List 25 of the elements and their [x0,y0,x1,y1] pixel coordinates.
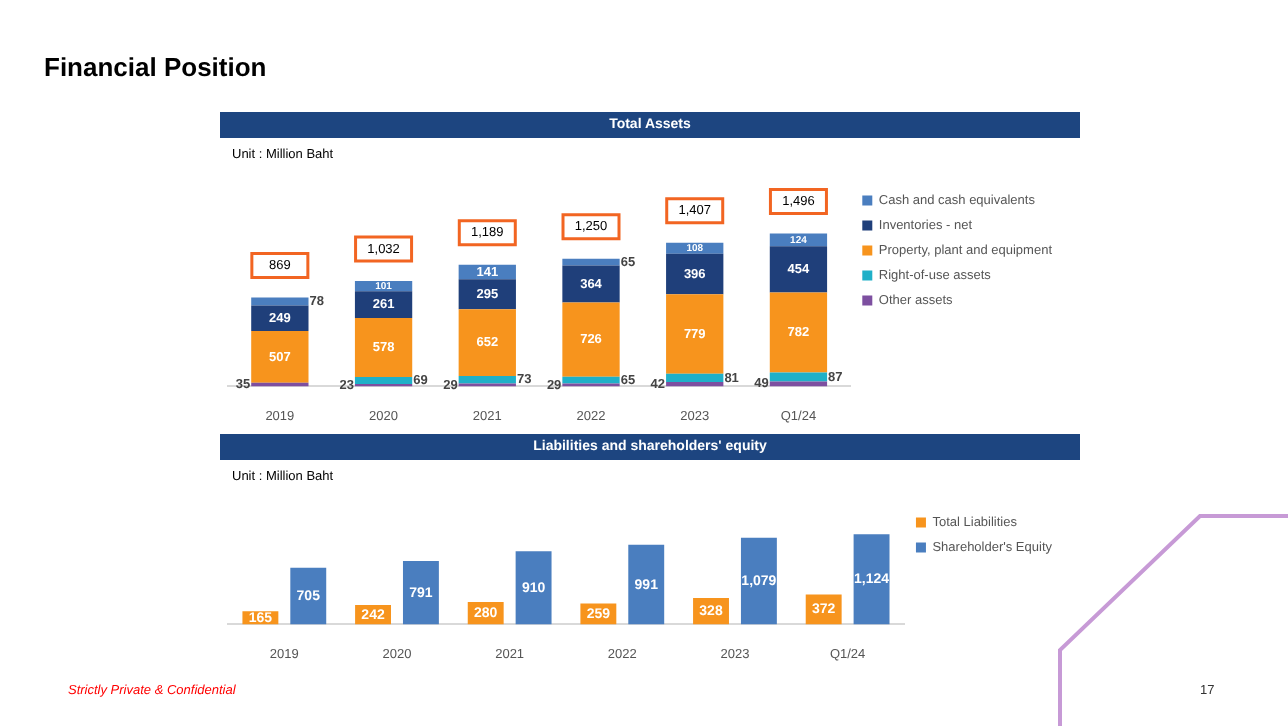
bar [562,302,620,377]
bar [354,317,413,377]
bar [562,376,620,384]
bar [354,291,413,318]
bar [251,331,309,383]
bar [562,265,620,303]
text: Financial Position [44,52,267,82]
bar [251,297,309,306]
bar [290,567,327,625]
bar [458,309,516,376]
bar [666,294,724,374]
bar [402,560,439,625]
bar [458,375,516,384]
bar [853,534,890,625]
bar [769,372,828,382]
bar [769,246,828,293]
bar [769,292,828,373]
bar [740,537,777,625]
bar [769,381,828,387]
bar [666,253,724,295]
bar [562,258,620,266]
bar [666,373,724,383]
bar [628,544,665,625]
bar [515,551,552,625]
bar [354,377,413,385]
